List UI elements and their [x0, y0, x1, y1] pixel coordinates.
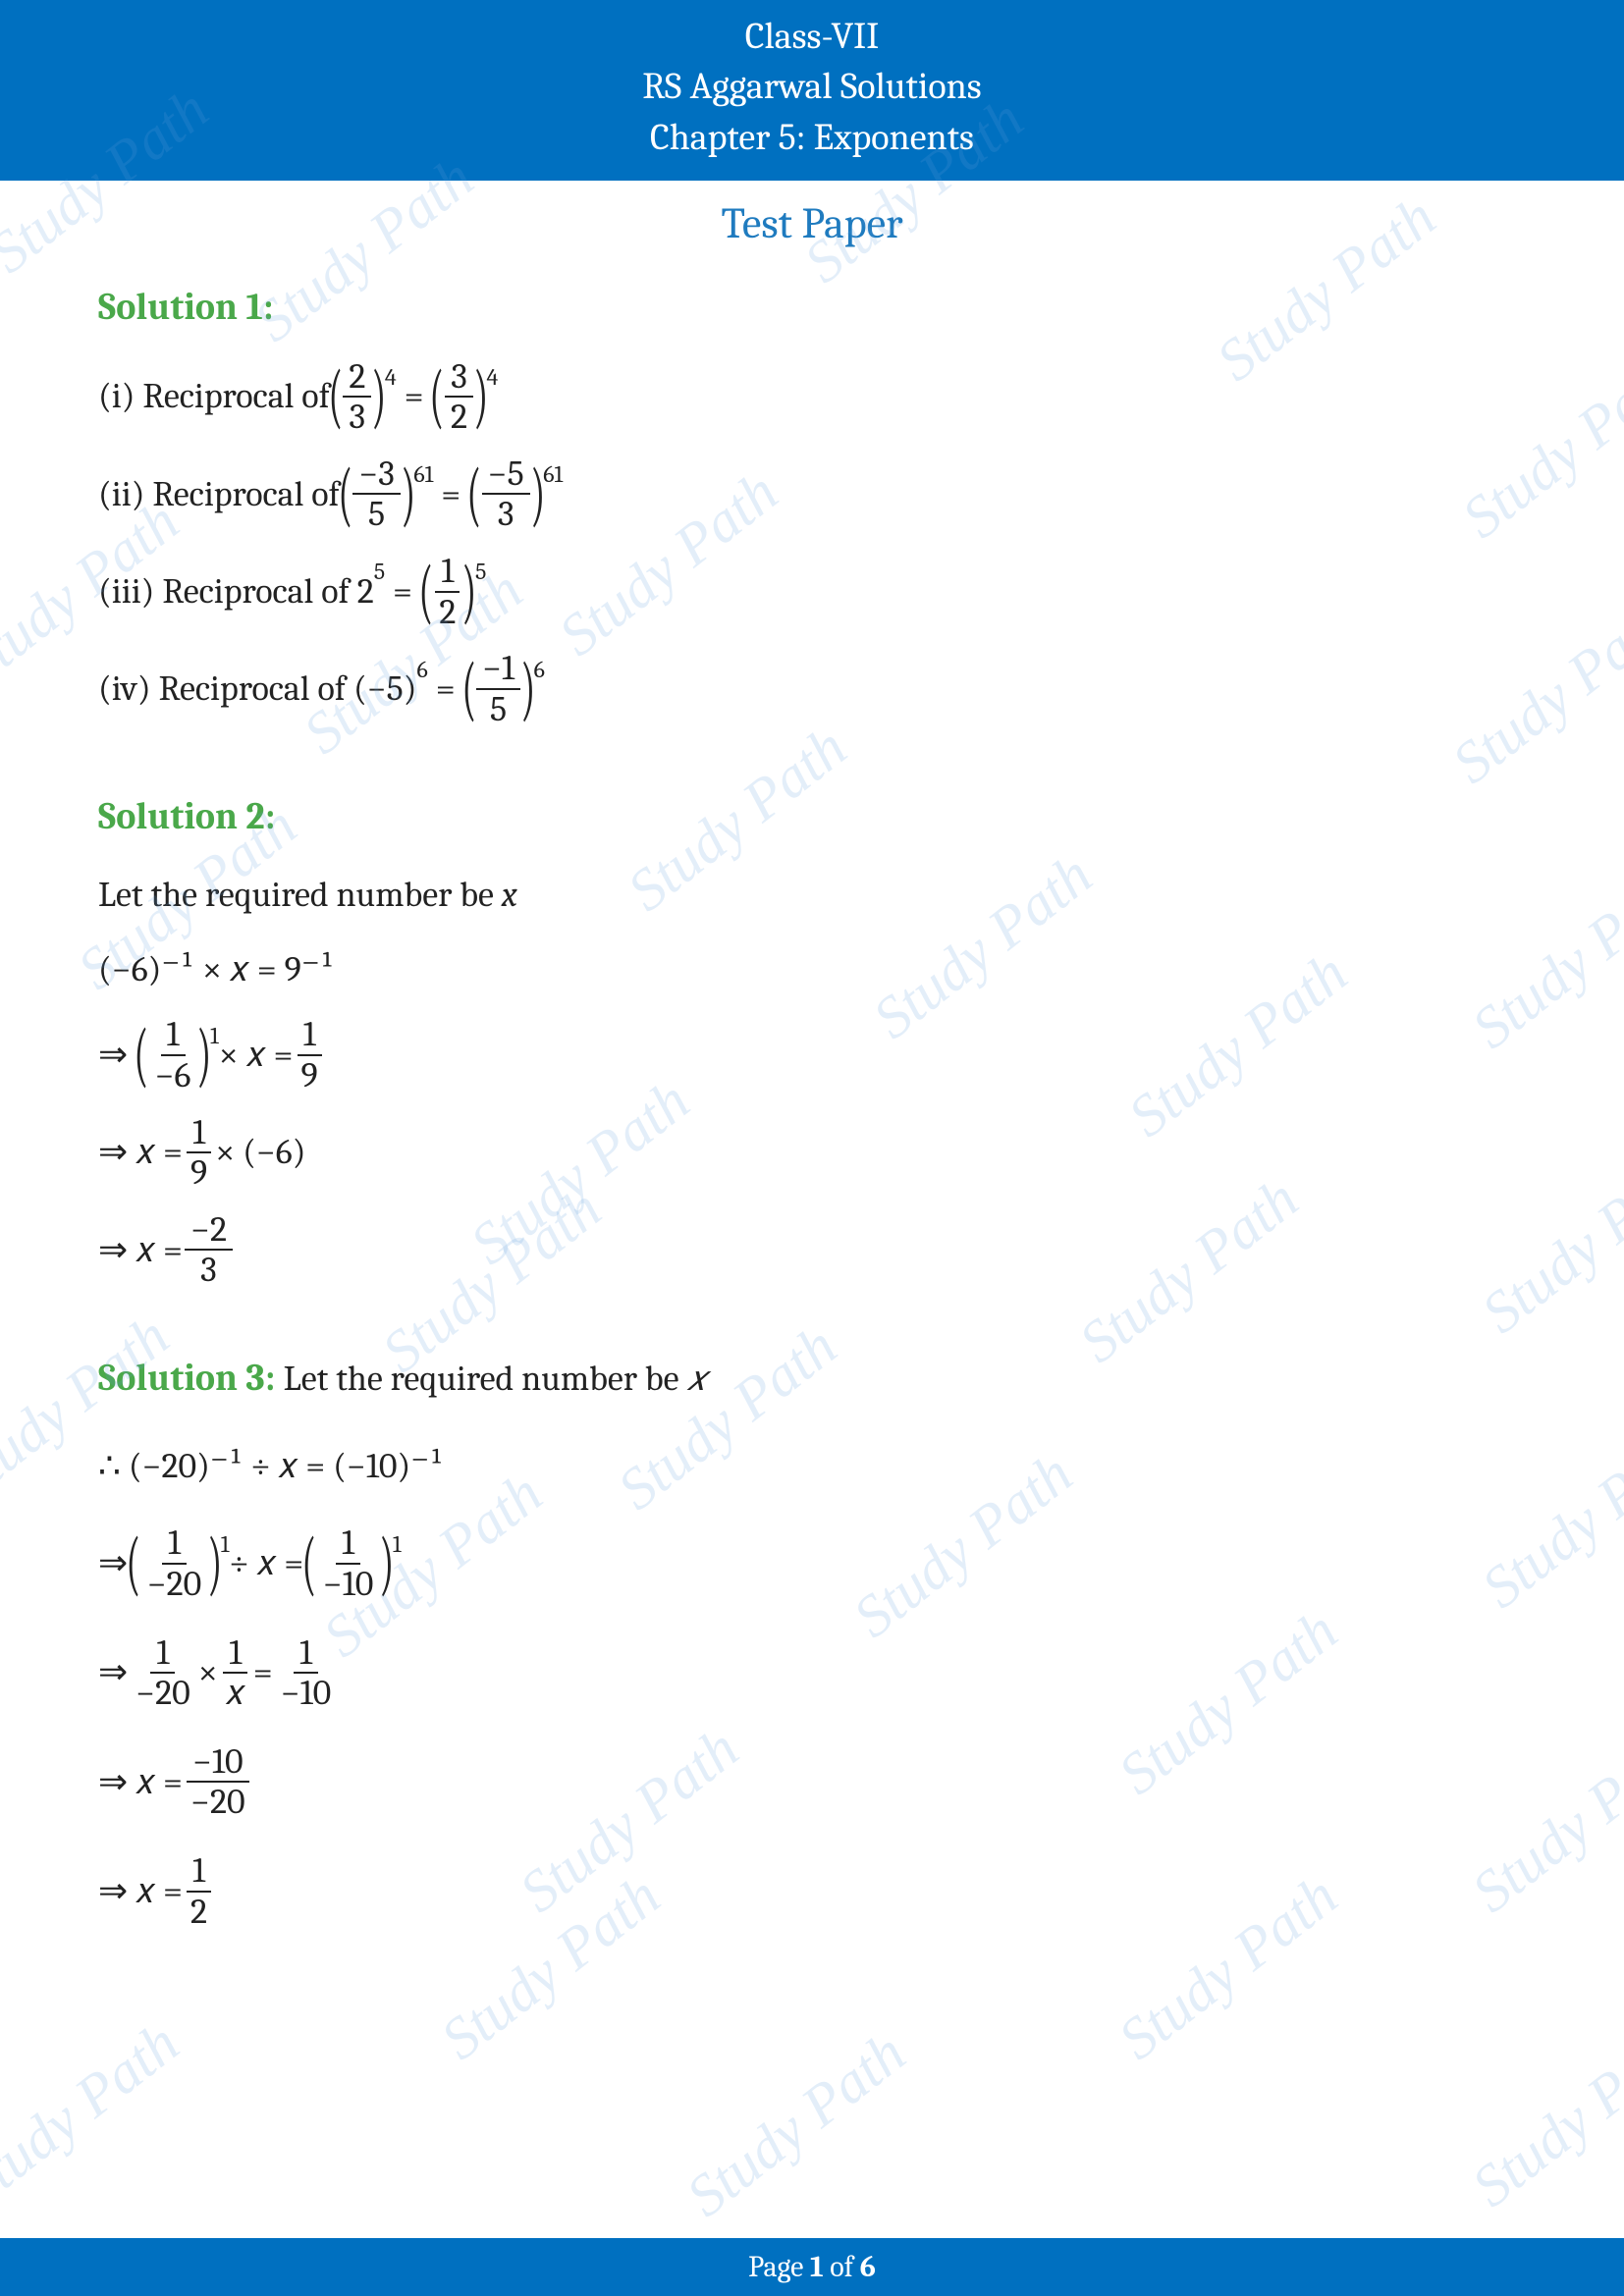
exponent: 1	[393, 1525, 402, 1563]
fraction: 32	[445, 357, 473, 437]
s1-line-iv: (iv) Reciprocal of (−5)6 = ( −15 ) 6	[98, 649, 1526, 728]
exponent: 5	[475, 553, 486, 590]
post: × (−6)	[215, 1124, 305, 1181]
s3-l1: ∴ (−20)⁻¹ ÷ 𝑥 = (−10)⁻¹	[98, 1438, 444, 1495]
s1-iii-label: (iii) Reciprocal of 2	[98, 563, 374, 620]
pre: ⇒ 𝑥 =	[98, 1754, 183, 1811]
footer-mid: of	[824, 2250, 860, 2284]
equals: =	[397, 368, 432, 425]
solution-3-heading: Solution 3:	[98, 1357, 284, 1400]
equals: =	[428, 661, 463, 718]
header-underline	[0, 177, 1624, 181]
exponent: 6	[417, 651, 428, 688]
equals: =	[385, 563, 420, 620]
s2-line-4: ⇒ 𝑥 = −23	[98, 1210, 1526, 1290]
s1-line-i: (i) Reciprocal of ( 23 ) 4 = ( 32 ) 4	[98, 357, 1526, 437]
paren-left: (	[461, 661, 476, 718]
pre: ⇒	[98, 1644, 128, 1701]
mid: × 𝑥 =	[219, 1027, 294, 1084]
header-line-2: RS Aggarwal Solutions	[0, 62, 1624, 112]
s3-block: Solution 3: Let the required number be 𝑥	[98, 1349, 1526, 1409]
fraction: −35	[352, 454, 401, 534]
paren-left: (	[126, 1535, 140, 1592]
exponent: 1	[210, 1017, 219, 1054]
s3-intro-text: Let the required number be	[284, 1359, 687, 1399]
s2-line-1: (−6)⁻¹ × 𝑥 = 9⁻¹	[98, 941, 1526, 998]
exponent: 61	[543, 455, 563, 493]
footer-prefix: Page	[748, 2250, 810, 2284]
pre: ⇒ 𝑥 =	[98, 1222, 183, 1279]
fraction: −15	[476, 649, 520, 728]
exponent: 4	[385, 358, 397, 396]
fraction: 1−10	[317, 1523, 380, 1603]
exponent: 6	[534, 651, 545, 688]
s2-intro: Let the required number be x	[98, 867, 1526, 924]
s2-line-3: ⇒ 𝑥 = 19 × (−6)	[98, 1113, 1526, 1193]
s2-line-2: ⇒ ( 1−6 ) 1 × 𝑥 = 19	[98, 1015, 1526, 1095]
paren-left: (	[134, 1027, 148, 1084]
paren-left: (	[328, 368, 343, 425]
fraction: 12	[185, 1851, 213, 1931]
exponent: 5	[374, 553, 385, 590]
fraction: 1−20	[130, 1633, 196, 1713]
watermark: Study Path	[0, 2009, 191, 2220]
pre: ⇒ 𝑥 =	[98, 1863, 183, 1920]
s3-line-4: ⇒ 𝑥 = −10−20	[98, 1742, 1526, 1822]
pre: ⇒	[98, 1535, 128, 1592]
paren-left: (	[430, 368, 445, 425]
fraction: 19	[295, 1015, 323, 1095]
fraction: 1−6	[149, 1015, 197, 1095]
fraction: −23	[185, 1210, 233, 1290]
arrow: ⇒	[98, 1027, 128, 1084]
s1-line-ii: (ii) Reciprocal of ( −35 ) 61 = ( −53 ) …	[98, 454, 1526, 534]
s3-line-3: ⇒ 1−20 × 1𝑥 = 1−10	[98, 1633, 1526, 1713]
eq: =	[253, 1644, 273, 1701]
pre: ⇒ 𝑥 =	[98, 1124, 183, 1181]
paren-left: (	[466, 466, 481, 523]
fraction: 1𝑥	[220, 1633, 251, 1713]
header-line-3: Chapter 5: Exponents	[0, 113, 1624, 163]
s3-line-5: ⇒ 𝑥 = 12	[98, 1851, 1526, 1931]
watermark: Study Path	[1459, 2009, 1624, 2220]
content-area: Solution 1: (i) Reciprocal of ( 23 ) 4 =…	[0, 278, 1624, 1931]
s1-line-iii: (iii) Reciprocal of 25 = ( 12 ) 5	[98, 552, 1526, 631]
fraction: 19	[185, 1113, 213, 1193]
paren-left: (	[301, 1535, 316, 1592]
page-total: 6	[860, 2250, 876, 2284]
s3-line-2: ⇒ ( 1−20 ) 1 ÷ 𝑥 = ( 1−10 ) 1	[98, 1523, 1526, 1603]
paren-left: (	[338, 466, 352, 523]
s2-intro-text: Let the required number be	[98, 867, 494, 924]
page-title: Test Paper	[0, 198, 1624, 248]
footer-bar: Page 1 of 6	[0, 2238, 1624, 2296]
s1-iv-label: (iv) Reciprocal of (−5)	[98, 661, 417, 718]
header-bar: Class-VII RS Aggarwal Solutions Chapter …	[0, 0, 1624, 177]
fraction: −10−20	[185, 1742, 251, 1822]
header-line-1: Class-VII	[0, 12, 1624, 62]
s3-line-1: ∴ (−20)⁻¹ ÷ 𝑥 = (−10)⁻¹	[98, 1438, 1526, 1495]
fraction: 1−10	[275, 1633, 338, 1713]
fraction: 1−20	[141, 1523, 208, 1603]
fraction: −53	[482, 454, 530, 534]
solution-2-heading: Solution 2:	[98, 787, 1526, 847]
exponent: 4	[487, 358, 499, 396]
fraction: 23	[343, 357, 371, 437]
paren-left: (	[418, 563, 433, 620]
variable-x: x	[502, 867, 517, 924]
solution-1-heading: Solution 1:	[98, 278, 1526, 338]
mid: ÷ 𝑥 =	[229, 1535, 303, 1592]
mid: ×	[198, 1644, 218, 1701]
equals: =	[433, 466, 468, 523]
exponent: 61	[413, 455, 433, 493]
s1-ii-label: (ii) Reciprocal of	[98, 466, 340, 523]
s2-l1: (−6)⁻¹ × 𝑥 = 9⁻¹	[98, 941, 335, 998]
watermark: Study Path	[674, 2019, 918, 2230]
s1-i-label: (i) Reciprocal of	[98, 368, 330, 425]
page-number: 1	[810, 2250, 824, 2284]
fraction: 12	[433, 552, 461, 631]
variable-x: 𝑥	[686, 1359, 706, 1399]
exponent: 1	[221, 1525, 230, 1563]
